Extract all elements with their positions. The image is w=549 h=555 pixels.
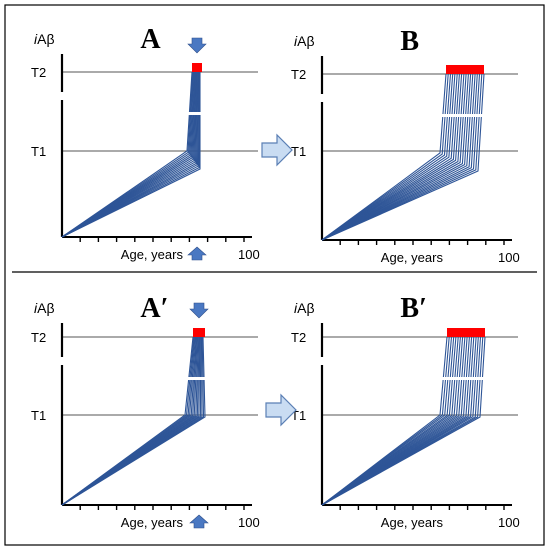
trajectory-line	[61, 71, 199, 238]
x-axis-label: Age, years	[121, 515, 184, 530]
threshold-bar	[193, 328, 205, 337]
trajectory-lines	[61, 71, 201, 238]
trajectory-line	[321, 73, 452, 241]
panel-letter: A′	[140, 293, 168, 324]
trajectory-line	[61, 71, 194, 238]
x-max-label: 100	[498, 250, 520, 265]
y-axis-label: iAβ	[294, 300, 315, 316]
trajectory-lines	[321, 336, 486, 506]
trajectory-line	[321, 73, 449, 241]
trajectory-line	[321, 336, 486, 506]
trajectory-line	[61, 71, 193, 238]
axis-break-gap	[179, 377, 239, 380]
trajectory-line	[321, 73, 467, 241]
trajectory-line	[321, 73, 460, 241]
trajectory-line	[321, 73, 483, 241]
panel-b: iAβ T2 T1 Age, years 100 B	[291, 26, 540, 265]
trajectory-line	[321, 73, 458, 241]
trajectory-line	[61, 71, 197, 238]
trajectory-line	[321, 73, 472, 241]
panel-a-prime: iAβ T2 T1 Age, years 100 A′	[31, 293, 260, 530]
transition-arrows	[261, 133, 297, 427]
trajectory-line	[321, 73, 465, 241]
trajectory-line	[321, 73, 469, 241]
trajectory-line	[321, 73, 447, 241]
threshold-bar	[447, 328, 485, 337]
trajectory-line	[61, 71, 197, 238]
x-max-label: 100	[238, 515, 260, 530]
trajectory-line	[321, 73, 456, 241]
axis-break-gap	[434, 377, 542, 380]
trajectory-line	[321, 73, 476, 241]
trajectory-line	[321, 73, 485, 241]
y-axis-label: iAβ	[34, 31, 55, 47]
threshold-bar	[192, 63, 202, 72]
t1-label: T1	[31, 408, 46, 423]
trajectory-line	[61, 72, 201, 238]
trajectory-line	[61, 71, 200, 238]
trajectory-line	[321, 73, 463, 241]
trajectory-line	[61, 71, 196, 238]
transition-arrow-icon	[265, 393, 297, 427]
y-axis-label: iAβ	[294, 33, 315, 49]
arrow-down-icon	[187, 37, 207, 54]
t2-label: T2	[291, 67, 306, 82]
trajectory-line	[61, 71, 194, 238]
trajectory-line	[321, 73, 481, 241]
trajectory-line	[61, 71, 196, 238]
axis-break-gap	[181, 112, 232, 115]
trajectory-line	[61, 71, 198, 238]
trajectory-line	[61, 336, 206, 506]
t1-label: T1	[291, 144, 306, 159]
x-max-label: 100	[498, 515, 520, 530]
y-axis-label: iAβ	[34, 300, 55, 316]
t2-label: T2	[291, 330, 306, 345]
x-axis-label: Age, years	[381, 515, 444, 530]
panel-a: iAβ T2 T1 Age, years 100 A	[31, 24, 260, 262]
arrow-up-icon	[189, 514, 209, 529]
x-axis-label: Age, years	[381, 250, 444, 265]
t2-label: T2	[31, 330, 46, 345]
trajectory-lines	[61, 336, 206, 506]
transition-arrow-icon	[261, 133, 293, 167]
trajectory-line	[61, 71, 200, 238]
panels-layer: iAβ T2 T1 Age, years 100 A iAβ T2 T1 Age, years 10…	[31, 24, 542, 530]
axis-break-gap	[434, 114, 540, 117]
trajectory-lines	[321, 73, 485, 241]
trajectory-line	[321, 73, 454, 241]
arrow-up-icon	[187, 246, 207, 261]
x-max-label: 100	[238, 247, 260, 262]
panel-letter: B′	[400, 293, 427, 324]
t2-label: T2	[31, 65, 46, 80]
trajectory-line	[321, 73, 478, 241]
panel-letter: A	[140, 24, 161, 55]
figure-border	[4, 4, 545, 546]
threshold-bar	[446, 65, 484, 74]
panel-letter: B	[400, 26, 419, 57]
arrow-down-icon	[189, 302, 209, 319]
t1-label: T1	[31, 144, 46, 159]
trajectory-line	[321, 73, 474, 241]
x-axis-label: Age, years	[121, 247, 184, 262]
